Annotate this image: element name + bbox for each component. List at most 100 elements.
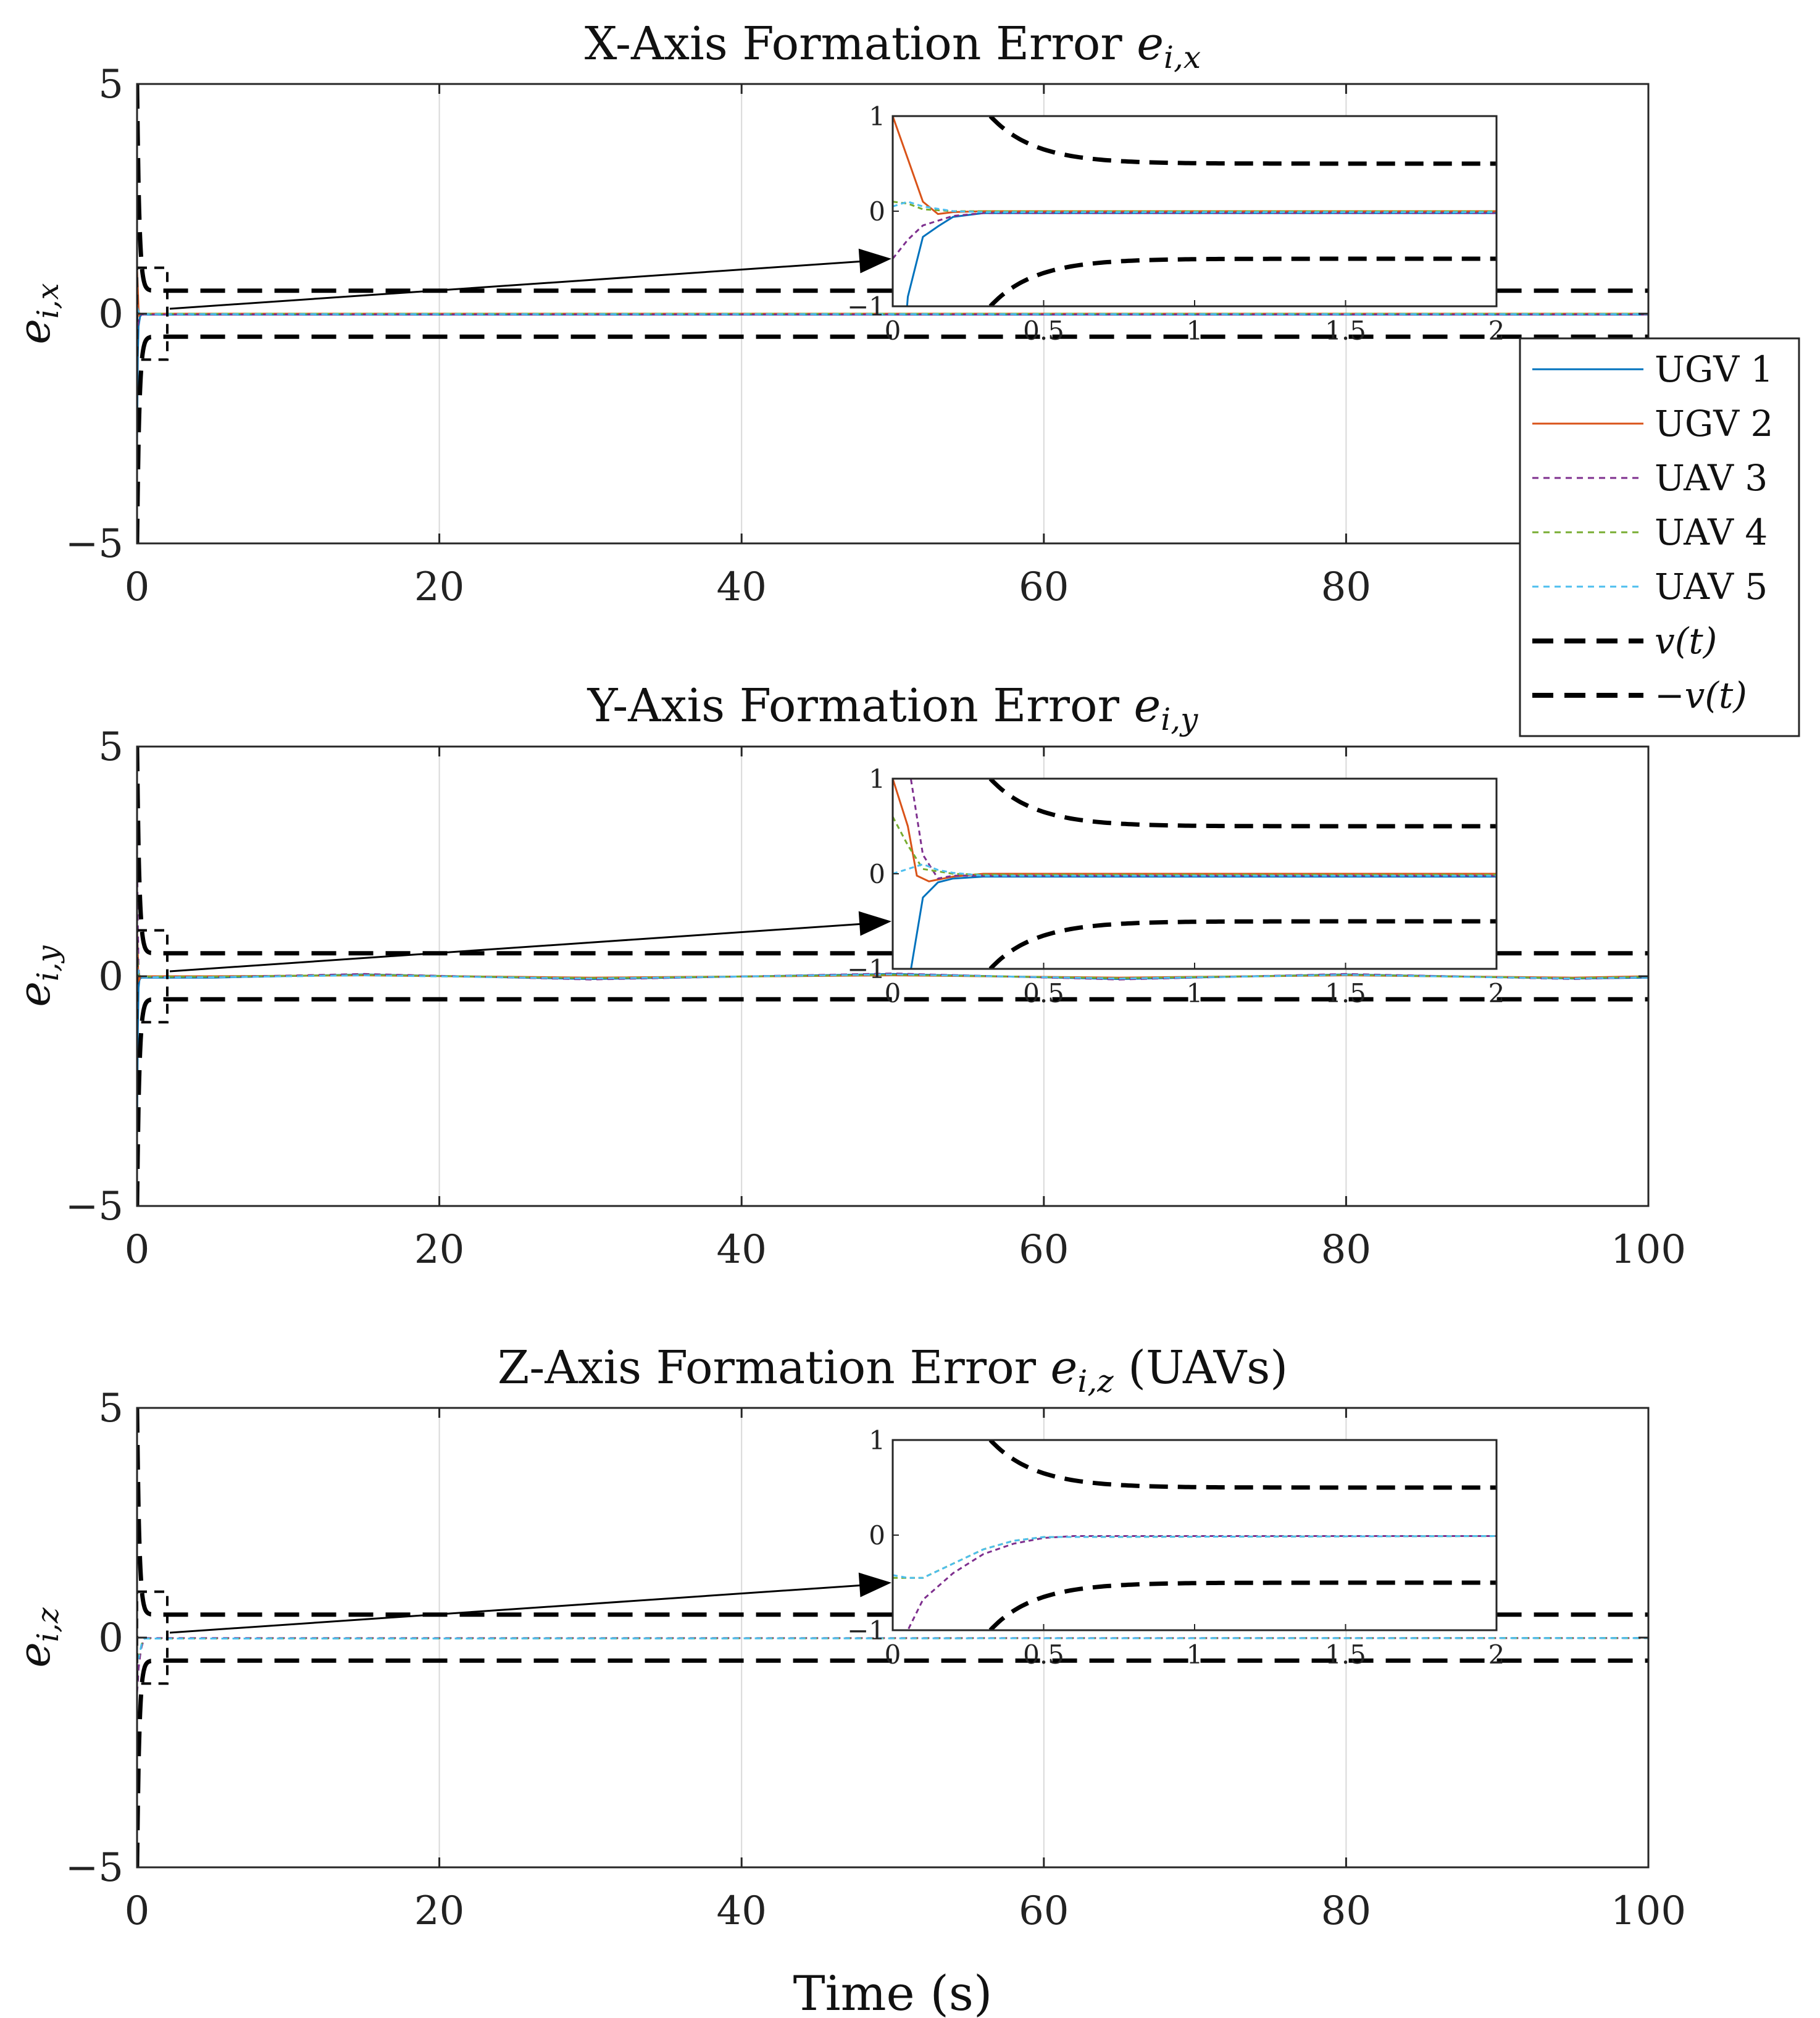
y-tick-label: 0 bbox=[98, 954, 123, 1000]
inset-y-tick-label: 1 bbox=[869, 1425, 885, 1455]
y-tick-label: 0 bbox=[98, 1615, 123, 1661]
x-tick-label: 40 bbox=[716, 1888, 766, 1934]
bound-lower bbox=[137, 334, 1648, 543]
zoom-arrow-head bbox=[858, 1572, 891, 1597]
inset-1: 0 0.5 1 1.5 2−101 bbox=[847, 101, 1505, 346]
inset-x-tick-label: 1.5 bbox=[1325, 978, 1366, 1008]
x-tick-label: 80 bbox=[1321, 1227, 1371, 1273]
y-tick-label: 5 bbox=[98, 724, 123, 770]
x-tick-label: 40 bbox=[716, 564, 766, 610]
legend-box bbox=[1519, 337, 1800, 737]
inset-y-tick-label: −1 bbox=[847, 954, 885, 984]
x-tick-label: 60 bbox=[1019, 1888, 1069, 1934]
inset-x-tick-label: 2 bbox=[1488, 1639, 1505, 1670]
inset-bound-lower bbox=[987, 1580, 1496, 1630]
inset-series-line-ugv-2 bbox=[893, 116, 1496, 216]
legend-label: UAV 3 bbox=[1655, 457, 1768, 499]
y-tick-label: −5 bbox=[65, 1184, 123, 1229]
x-tick-label: 60 bbox=[1019, 564, 1069, 610]
inset-series-line-uav-3 bbox=[906, 1535, 1496, 1630]
inset-plot-area bbox=[893, 116, 1496, 306]
inset-x-tick-label: 0.5 bbox=[1023, 1639, 1064, 1670]
inset-series-line-uav-5 bbox=[893, 201, 1496, 213]
x-tick-label: 20 bbox=[414, 1227, 464, 1273]
legend-label: UAV 4 bbox=[1655, 511, 1768, 553]
y-tick-label: 0 bbox=[98, 291, 123, 337]
y-tick-label: 5 bbox=[98, 1386, 123, 1431]
zoom-region-box bbox=[137, 266, 169, 361]
inset-y-tick-label: −1 bbox=[847, 1615, 885, 1646]
y-axis-label: ei,x bbox=[9, 283, 65, 344]
zoom-arrow bbox=[169, 259, 874, 310]
inset-bound-lower bbox=[987, 919, 1496, 969]
inset-y-tick-label: 0 bbox=[869, 1520, 885, 1551]
x-tick-label: 0 bbox=[125, 1227, 150, 1273]
x-tick-label: 80 bbox=[1321, 564, 1371, 610]
zoom-region-box bbox=[137, 929, 169, 1024]
series-line-uav-5 bbox=[137, 968, 1648, 980]
zoom-arrow-head bbox=[858, 248, 891, 274]
inset-series-line-uav-3 bbox=[893, 212, 1496, 259]
y-axis-label: ei,y bbox=[9, 945, 65, 1007]
inset-series-line-uav-3 bbox=[909, 779, 1496, 880]
legend-label: UGV 2 bbox=[1655, 403, 1773, 445]
inset-y-tick-label: 1 bbox=[869, 101, 885, 132]
inset-x-tick-label: 1 bbox=[1187, 1639, 1203, 1670]
x-tick-label: 100 bbox=[1611, 1227, 1686, 1273]
zoom-region-box bbox=[137, 1590, 169, 1685]
inset-bound-upper bbox=[987, 1440, 1496, 1490]
x-tick-label: 0 bbox=[125, 564, 150, 610]
inset-series-line-ugv-1 bbox=[910, 876, 1496, 969]
inset-x-tick-label: 0 bbox=[885, 1639, 901, 1670]
inset-bound-upper bbox=[987, 779, 1496, 829]
x-axis-label: Time (s) bbox=[793, 1966, 993, 2018]
inset-y-tick-label: 1 bbox=[869, 764, 885, 794]
x-tick-label: 20 bbox=[414, 564, 464, 610]
chart-title: Y-Axis Formation Error ei,y bbox=[587, 679, 1199, 737]
inset-x-tick-label: 0 bbox=[885, 978, 901, 1008]
zoom-arrow-head bbox=[858, 911, 891, 936]
inset-series-line-ugv-2 bbox=[893, 779, 1496, 882]
legend: UGV 1 UGV 2 UAV 3 UAV 4 UAV 5 v(t) −v(t) bbox=[1519, 337, 1800, 737]
x-tick-label: 80 bbox=[1321, 1888, 1371, 1934]
y-axis-label: ei,z bbox=[9, 1607, 65, 1668]
y-tick-label: 5 bbox=[98, 62, 123, 107]
inset-x-tick-label: 0 bbox=[885, 316, 901, 346]
legend-label: UAV 5 bbox=[1655, 566, 1768, 608]
inset-x-tick-label: 0.5 bbox=[1023, 978, 1064, 1008]
inset-plot-area bbox=[893, 1440, 1496, 1630]
inset-bound-upper bbox=[987, 116, 1496, 166]
inset-y-tick-label: 0 bbox=[869, 859, 885, 889]
inset-3: 0 0.5 1 1.5 2−101 bbox=[847, 1425, 1505, 1670]
chart-title: X-Axis Formation Error ei,x bbox=[585, 17, 1201, 75]
legend-label: v(t) bbox=[1655, 620, 1717, 662]
inset-x-tick-label: 0.5 bbox=[1023, 316, 1064, 346]
zoom-arrow bbox=[169, 922, 874, 973]
inset-x-tick-label: 1.5 bbox=[1325, 1639, 1366, 1670]
bound-lower bbox=[137, 1658, 1648, 1867]
inset-x-tick-label: 1 bbox=[1187, 978, 1203, 1008]
inset-bound-lower bbox=[987, 256, 1496, 306]
y-tick-label: −5 bbox=[65, 1845, 123, 1891]
inset-2: 0 0.5 1 1.5 2−101 bbox=[847, 764, 1505, 1008]
inset-x-tick-label: 2 bbox=[1488, 316, 1505, 346]
x-tick-label: 20 bbox=[414, 1888, 464, 1934]
inset-x-tick-label: 1 bbox=[1187, 316, 1203, 346]
inset-y-tick-label: −1 bbox=[847, 291, 885, 322]
x-tick-label: 100 bbox=[1611, 1888, 1686, 1934]
inset-series-line-uav-5 bbox=[893, 1535, 1496, 1579]
inset-y-tick-label: 0 bbox=[869, 196, 885, 227]
x-tick-label: 40 bbox=[716, 1227, 766, 1273]
x-tick-label: 0 bbox=[125, 1888, 150, 1934]
y-tick-label: −5 bbox=[65, 521, 123, 567]
zoom-arrow bbox=[169, 1583, 874, 1634]
chart-title: Z-Axis Formation Error ei,z (UAVs) bbox=[498, 1341, 1288, 1399]
inset-x-tick-label: 2 bbox=[1488, 978, 1505, 1008]
inset-x-tick-label: 1.5 bbox=[1325, 316, 1366, 346]
bound-lower bbox=[137, 997, 1648, 1206]
inset-plot-area bbox=[893, 779, 1496, 969]
